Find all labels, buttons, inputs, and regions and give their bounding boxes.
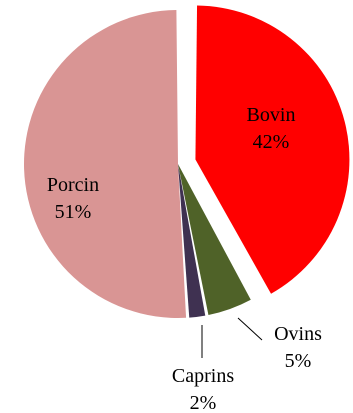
- pie-slice-bovin: [195, 5, 350, 294]
- pie-slice-porcin: [23, 10, 187, 318]
- slice-label-caprins: Caprins: [172, 365, 234, 387]
- slice-percent-porcin: 51%: [55, 201, 92, 223]
- slice-labels: Bovin 42% Ovins 5% Caprins 2% Porcin 51%: [47, 104, 322, 413]
- leader-line-ovins: [237, 317, 263, 341]
- slice-label-porcin: Porcin: [47, 174, 99, 196]
- pie-slice-ovins: [178, 164, 251, 315]
- slice-percent-ovins: 5%: [285, 350, 312, 372]
- slice-percent-bovin: 42%: [253, 131, 290, 153]
- pie-slice-caprins: [178, 164, 206, 318]
- pie-slices: [23, 5, 350, 318]
- leader-lines: [201, 317, 263, 358]
- slice-percent-caprins: 2%: [190, 392, 217, 413]
- slice-label-bovin: Bovin: [247, 104, 296, 126]
- slice-label-ovins: Ovins: [274, 323, 322, 345]
